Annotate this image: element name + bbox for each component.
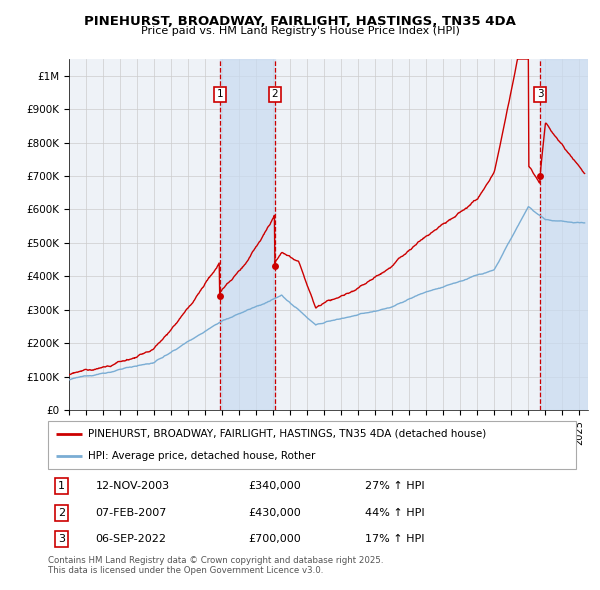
Text: 12-NOV-2003: 12-NOV-2003 — [95, 481, 170, 491]
Text: 44% ↑ HPI: 44% ↑ HPI — [365, 507, 424, 517]
Text: 2: 2 — [272, 89, 278, 99]
Text: 17% ↑ HPI: 17% ↑ HPI — [365, 534, 424, 544]
Text: PINEHURST, BROADWAY, FAIRLIGHT, HASTINGS, TN35 4DA (detached house): PINEHURST, BROADWAY, FAIRLIGHT, HASTINGS… — [88, 429, 486, 439]
FancyBboxPatch shape — [48, 421, 576, 469]
Text: 3: 3 — [58, 534, 65, 544]
Text: 1: 1 — [217, 89, 223, 99]
Text: Contains HM Land Registry data © Crown copyright and database right 2025.
This d: Contains HM Land Registry data © Crown c… — [48, 556, 383, 575]
Text: £700,000: £700,000 — [248, 534, 301, 544]
Bar — [220, 59, 275, 410]
Text: 2: 2 — [58, 507, 65, 517]
Text: 06-SEP-2022: 06-SEP-2022 — [95, 534, 167, 544]
Text: £430,000: £430,000 — [248, 507, 301, 517]
Text: PINEHURST, BROADWAY, FAIRLIGHT, HASTINGS, TN35 4DA: PINEHURST, BROADWAY, FAIRLIGHT, HASTINGS… — [84, 15, 516, 28]
Text: 1: 1 — [58, 481, 65, 491]
Text: HPI: Average price, detached house, Rother: HPI: Average price, detached house, Roth… — [88, 451, 315, 461]
Text: 07-FEB-2007: 07-FEB-2007 — [95, 507, 167, 517]
Text: £340,000: £340,000 — [248, 481, 301, 491]
Text: Price paid vs. HM Land Registry's House Price Index (HPI): Price paid vs. HM Land Registry's House … — [140, 26, 460, 36]
Text: 27% ↑ HPI: 27% ↑ HPI — [365, 481, 424, 491]
Text: 3: 3 — [537, 89, 544, 99]
Bar — [540, 59, 588, 410]
